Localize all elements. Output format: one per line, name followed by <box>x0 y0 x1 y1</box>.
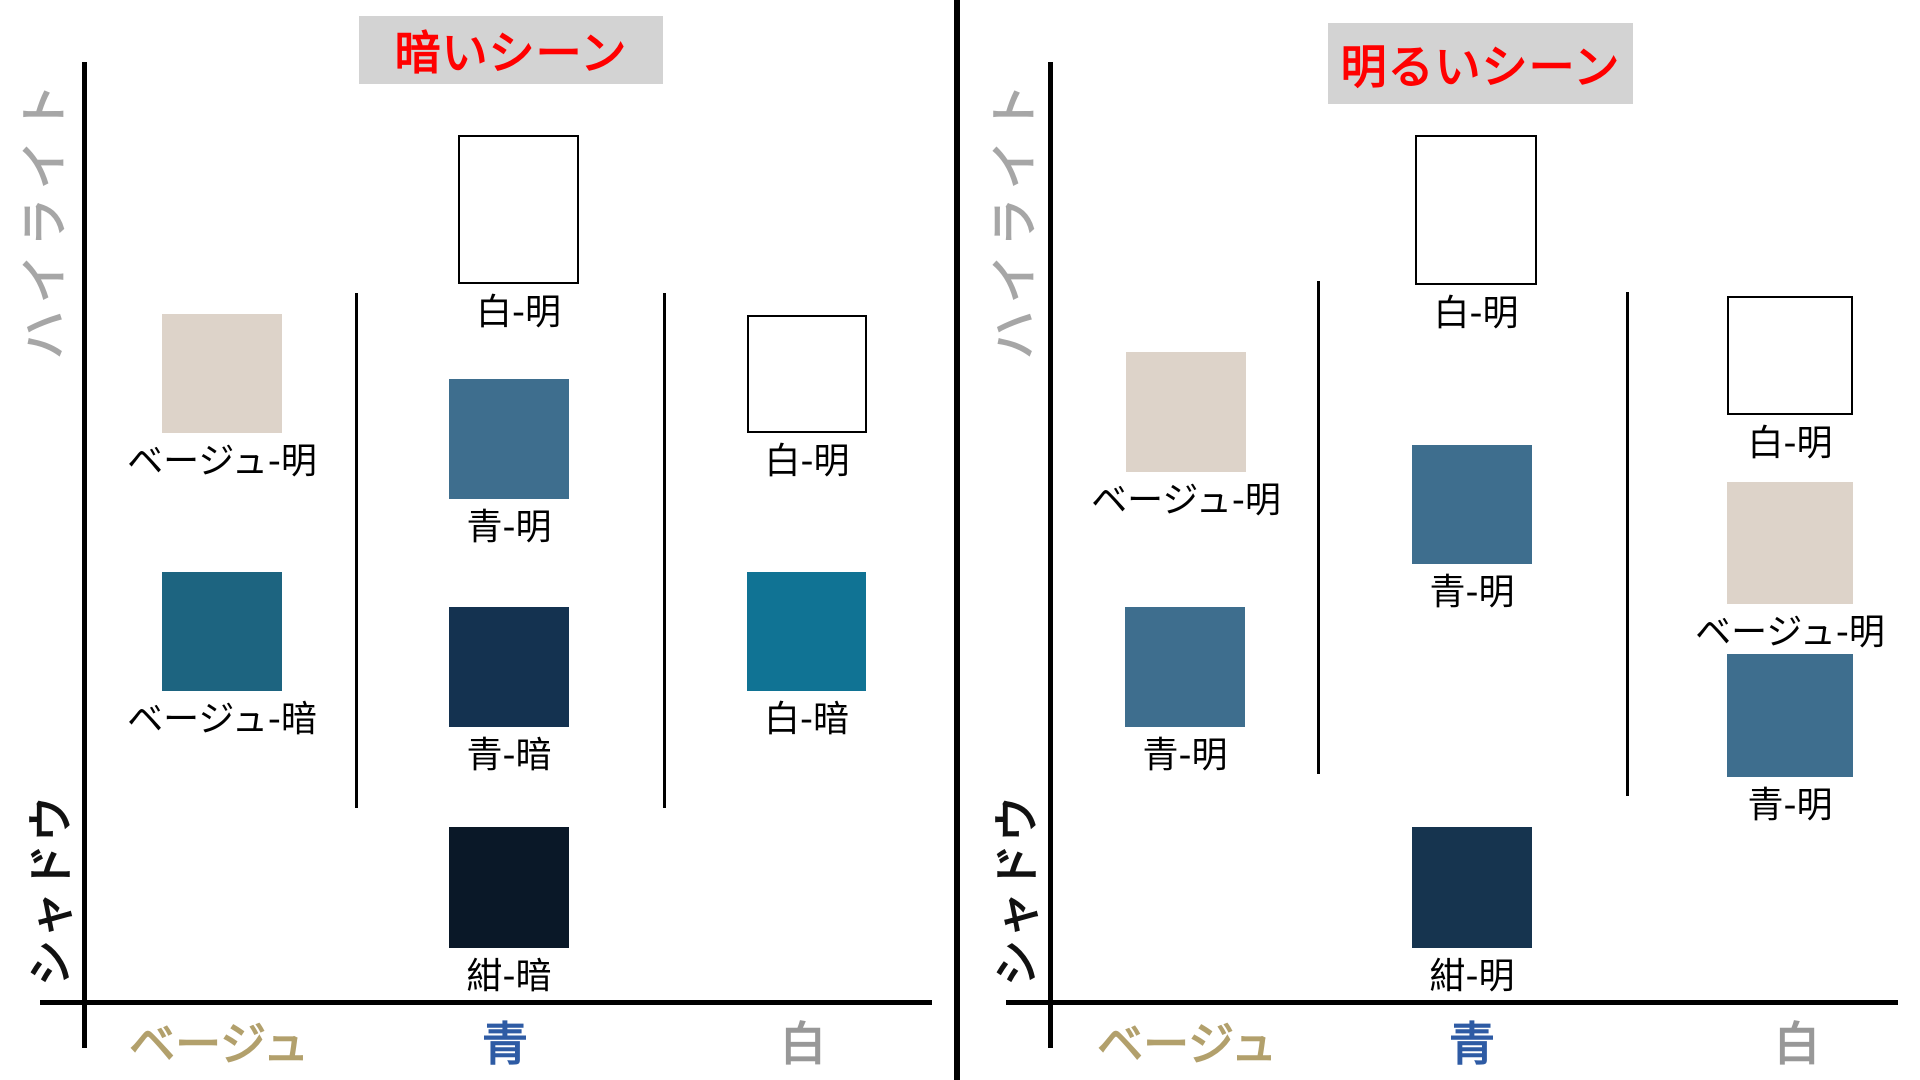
color-swatch <box>449 827 569 948</box>
axis-label-highlight: ハイライト <box>987 74 1043 360</box>
color-swatch <box>747 572 866 691</box>
scene-title: 明るいシーン <box>1328 23 1633 104</box>
swatch-label: 白-明 <box>1747 423 1833 464</box>
swatch-label: 紺-暗 <box>466 956 552 997</box>
y-axis-line <box>82 62 87 1048</box>
column-divider <box>355 293 358 808</box>
swatch-label: ベージュ-明 <box>1695 612 1885 653</box>
color-swatch <box>449 607 569 727</box>
color-swatch <box>1412 445 1532 564</box>
color-swatch <box>1126 352 1246 472</box>
color-swatch <box>449 379 569 499</box>
swatch-label: ベージュ-暗 <box>127 699 317 740</box>
swatch-label: 青-明 <box>1142 735 1228 776</box>
swatch-label: 青-明 <box>1429 572 1515 613</box>
color-swatch <box>1125 607 1245 727</box>
swatch-label: 青-明 <box>1747 785 1833 826</box>
color-swatch <box>1727 296 1853 415</box>
swatch-label: 白-暗 <box>764 699 849 740</box>
color-swatch <box>162 314 282 433</box>
color-swatch <box>458 135 579 284</box>
swatch-label: 白-明 <box>476 292 561 333</box>
swatch-label: 紺-明 <box>1429 956 1515 997</box>
category-label: 白 <box>780 1017 826 1071</box>
category-label: 青 <box>482 1017 528 1071</box>
swatch-label: ベージュ-明 <box>1091 480 1281 521</box>
color-swatch <box>1415 135 1537 285</box>
axis-label-shadow: シャドウ <box>24 794 78 986</box>
swatch-label: ベージュ-明 <box>127 441 317 482</box>
color-swatch <box>1727 654 1853 777</box>
swatch-label: 青-暗 <box>466 735 552 776</box>
swatch-label: 青-明 <box>466 507 552 548</box>
x-axis-line <box>1006 1000 1898 1005</box>
column-divider <box>1626 292 1629 796</box>
scene-title: 暗いシーン <box>359 16 663 84</box>
column-divider <box>1317 281 1320 774</box>
color-swatch <box>162 572 282 691</box>
axis-label-highlight: ハイライト <box>17 74 73 360</box>
category-label: 白 <box>1774 1017 1820 1071</box>
swatch-label: 白-明 <box>764 441 850 482</box>
column-divider <box>663 293 666 808</box>
category-label: ベージュ <box>1097 1017 1277 1071</box>
category-label: ベージュ <box>129 1017 309 1071</box>
panel-separator-line <box>954 0 960 1080</box>
y-axis-line <box>1048 62 1053 1048</box>
swatch-label: 白-明 <box>1433 293 1519 334</box>
color-swatch <box>747 315 867 433</box>
category-label: 青 <box>1449 1017 1495 1071</box>
x-axis-line <box>40 1000 932 1005</box>
color-swatch <box>1727 482 1853 604</box>
color-swatch <box>1412 827 1532 948</box>
axis-label-shadow: シャドウ <box>990 794 1044 986</box>
